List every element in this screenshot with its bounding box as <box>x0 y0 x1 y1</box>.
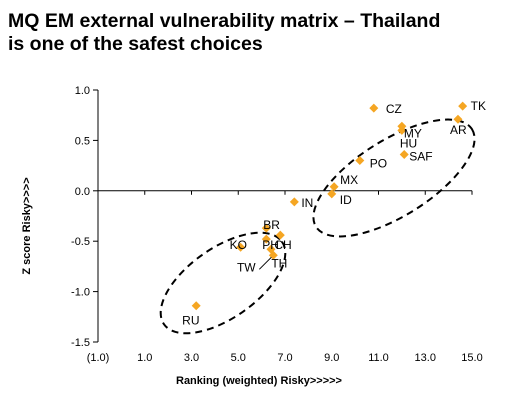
x-tick-label: 13.0 <box>415 352 436 364</box>
chart-title: MQ EM external vulnerability matrix – Th… <box>8 10 508 56</box>
y-tick-label: -1.5 <box>71 337 90 349</box>
data-points <box>191 101 468 311</box>
label-ar: AR <box>450 123 467 137</box>
label-ru: RU <box>182 314 199 328</box>
chart-axes: 1.0 0.5 0.0 -0.5 -1.0 -1.5 (1.0) 1.0 3.0 5.0 7.0 9.… <box>71 85 483 364</box>
point-po <box>355 156 365 166</box>
point-id <box>327 189 337 199</box>
x-tick-label: 9.0 <box>324 352 339 364</box>
point-mx <box>329 182 339 192</box>
y-tick-label: 0.0 <box>75 186 90 198</box>
ellipse-low-risk <box>159 231 287 335</box>
label-ch: CH <box>274 238 291 252</box>
ellipse-high-risk <box>312 118 476 238</box>
label-br: BR <box>263 218 280 232</box>
label-cz: CZ <box>386 102 402 116</box>
y-tick-label: -0.5 <box>71 236 90 248</box>
label-id: ID <box>340 193 352 207</box>
label-tk: TK <box>471 99 486 113</box>
x-tick-label: 15.0 <box>461 352 482 364</box>
x-tick-label: (1.0) <box>87 352 110 364</box>
point-br <box>261 223 271 233</box>
chart-title-line-1: MQ EM external vulnerability matrix – Th… <box>8 10 441 32</box>
x-axis-title: Ranking (weighted) Risky>>>>> <box>176 375 342 387</box>
label-po: PO <box>370 157 387 171</box>
label-ko: KO <box>230 238 247 252</box>
chart-title-line-2: is one of the safest choices <box>8 33 263 55</box>
point-ko <box>236 242 246 252</box>
point-cz <box>369 103 379 113</box>
y-axis-title: Z score Risky>>>> <box>21 177 33 274</box>
label-mx: MX <box>340 173 358 187</box>
x-tick-label: 3.0 <box>184 352 199 364</box>
label-th: TH <box>271 256 287 270</box>
point-saf <box>399 150 409 160</box>
x-tick-label: 1.0 <box>137 352 152 364</box>
label-my: MY <box>404 126 422 140</box>
point-hu <box>397 125 407 135</box>
point-ar <box>453 114 463 124</box>
label-in: IN <box>301 196 313 210</box>
tw-leader-line <box>258 256 272 270</box>
point-ru <box>191 301 201 311</box>
label-hu: HU <box>400 136 417 150</box>
x-tick-label: 5.0 <box>231 352 246 364</box>
label-saf: SAF <box>409 150 432 164</box>
label-ph: PH <box>262 238 279 252</box>
point-th <box>268 250 278 260</box>
y-tick-label: 0.5 <box>75 135 90 147</box>
y-tick-label: -1.0 <box>71 287 90 299</box>
x-tick-label: 11.0 <box>368 352 389 364</box>
point-in <box>289 197 299 207</box>
point-tk <box>458 101 468 111</box>
cluster-ellipses <box>159 118 476 335</box>
x-tick-label: 7.0 <box>277 352 292 364</box>
point-ch <box>275 230 285 240</box>
point-ph <box>261 234 271 244</box>
y-tick-label: 1.0 <box>75 85 90 97</box>
label-tw: TW <box>237 260 256 274</box>
